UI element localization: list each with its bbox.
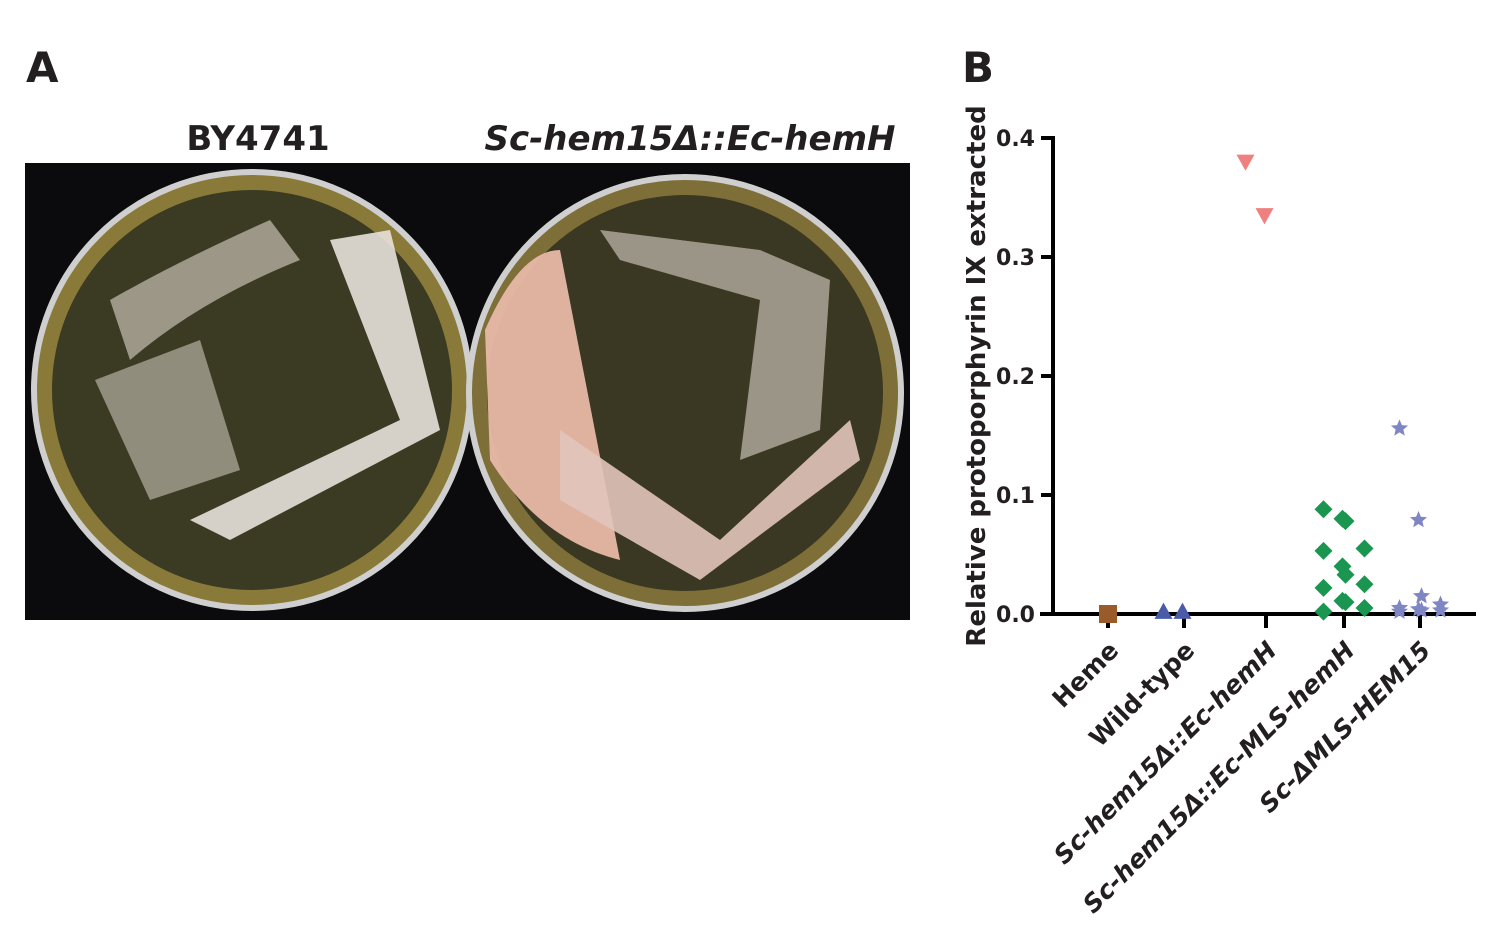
data-point xyxy=(1336,565,1355,584)
panel-label: A xyxy=(26,43,59,92)
data-point xyxy=(1409,510,1428,528)
y-tick-label: 0.1 xyxy=(996,484,1035,509)
data-point xyxy=(1390,602,1409,619)
y-tick-label: 0.2 xyxy=(996,365,1035,390)
y-axis-label: Relative protoporphyrin IX extracted xyxy=(962,105,992,646)
data-point xyxy=(1412,587,1431,604)
plate-photo xyxy=(25,163,910,620)
y-tick-label: 0.0 xyxy=(996,603,1035,628)
data-point xyxy=(1314,602,1333,621)
plate-label: Sc-hem15Δ::Ec-hemH xyxy=(485,119,896,159)
data-point xyxy=(1099,605,1117,623)
data-point xyxy=(1431,601,1450,618)
data-point xyxy=(1355,599,1374,618)
data-point xyxy=(1173,602,1192,619)
data-point xyxy=(1355,539,1374,558)
data-point xyxy=(1314,500,1333,519)
data-point xyxy=(1390,419,1409,436)
y-tick-label: 0.4 xyxy=(996,127,1035,152)
data-point xyxy=(1336,512,1355,531)
data-point xyxy=(1255,208,1274,225)
data-point xyxy=(1412,601,1431,618)
data-point xyxy=(1355,575,1374,594)
data-point xyxy=(1314,541,1333,560)
y-tick-label: 0.3 xyxy=(996,246,1035,271)
data-point xyxy=(1154,602,1173,619)
data-point xyxy=(1314,578,1333,597)
panel-label: B xyxy=(962,43,994,92)
data-point xyxy=(1236,154,1255,171)
data-point xyxy=(1336,593,1355,612)
plate-label: BY4741 xyxy=(186,119,329,159)
